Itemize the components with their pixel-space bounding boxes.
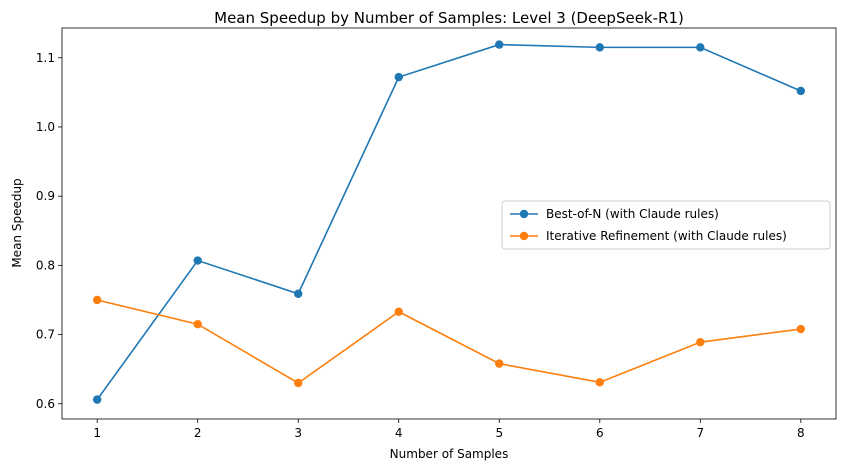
y-tick-label: 0.6 xyxy=(36,397,55,411)
data-point xyxy=(495,359,504,368)
series-line xyxy=(96,43,802,401)
chart-title: Mean Speedup by Number of Samples: Level… xyxy=(214,9,684,27)
data-point xyxy=(193,256,202,265)
y-tick-label: 0.7 xyxy=(36,328,55,342)
legend: Best-of-N (with Claude rules) Iterative R… xyxy=(501,200,831,250)
data-point xyxy=(696,43,705,52)
data-point xyxy=(595,378,604,387)
data-point xyxy=(595,43,604,52)
data-point xyxy=(796,86,806,96)
legend-marker xyxy=(519,209,529,219)
data-point xyxy=(696,337,705,347)
plot-frame xyxy=(61,27,837,420)
series-2 xyxy=(92,295,806,388)
legend-marker xyxy=(519,231,529,241)
data-point xyxy=(796,324,806,334)
y-axis-label: Mean Speedup xyxy=(10,178,24,267)
x-tick-label: 7 xyxy=(696,426,704,440)
data-point xyxy=(294,289,303,298)
data-point xyxy=(394,307,403,316)
legend-label: Best-of-N (with Claude rules) xyxy=(546,207,719,221)
x-tick-label: 8 xyxy=(797,426,805,440)
x-tick-label: 5 xyxy=(495,426,503,440)
x-tick-label: 4 xyxy=(395,426,403,440)
data-point xyxy=(394,72,403,82)
data-point xyxy=(92,395,102,404)
series-line xyxy=(96,299,801,384)
x-axis: 1 2 3 4 5 6 7 8 xyxy=(93,419,805,440)
legend-item: Best-of-N (with Claude rules) xyxy=(510,207,719,221)
legend-box xyxy=(501,200,831,250)
x-tick-label: 3 xyxy=(294,426,302,440)
data-point xyxy=(92,295,102,305)
legend-label: Iterative Refinement (with Claude rules) xyxy=(546,229,787,243)
x-tick-label: 6 xyxy=(596,426,604,440)
data-point xyxy=(294,378,303,388)
data-point xyxy=(495,40,504,49)
y-axis: 0.6 0.7 0.8 0.9 1.0 1.1 xyxy=(36,51,62,411)
series-1 xyxy=(92,40,806,404)
y-tick-label: 1.0 xyxy=(36,120,55,134)
legend-item: Iterative Refinement (with Claude rules) xyxy=(510,229,787,243)
x-axis-label: Number of Samples xyxy=(390,447,509,461)
y-tick-label: 1.1 xyxy=(36,51,55,65)
data-point xyxy=(193,319,202,329)
y-tick-label: 0.9 xyxy=(36,189,55,203)
x-tick-label: 2 xyxy=(194,426,202,440)
x-tick-label: 1 xyxy=(93,426,101,440)
y-tick-label: 0.8 xyxy=(36,258,55,272)
series-layer xyxy=(92,40,806,404)
